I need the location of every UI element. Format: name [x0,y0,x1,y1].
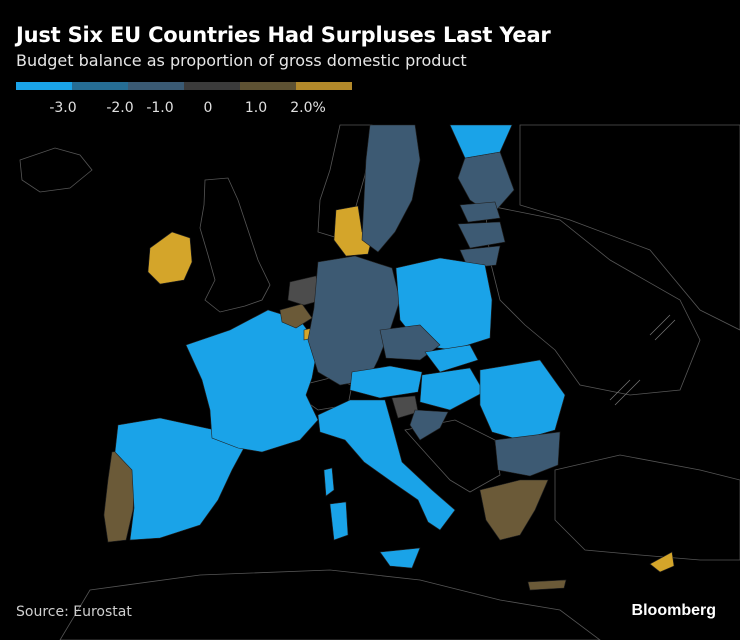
chart-subtitle: Budget balance as proportion of gross do… [16,51,467,70]
ireland [147,231,193,285]
estonia [459,201,501,223]
legend-tick: 0 [203,100,213,116]
legend-swatch-4 [184,82,240,90]
italy [317,399,456,531]
legend-tick: -1.0 [146,100,174,116]
bulgaria [494,431,561,477]
great-britain [199,177,271,313]
legend-swatch-3 [128,82,184,90]
russia-east [519,124,740,331]
balkans [404,419,501,493]
corsica [323,467,335,497]
ukraine-belarus [484,204,701,396]
bloomberg-logo: Bloomberg [631,602,716,619]
legend-swatch-2 [72,82,128,90]
legend-tick: 1.0 [244,100,268,116]
color-legend: -3.0 -2.0 -1.0 0 1.0 2.0% [16,82,356,116]
cyprus [649,551,675,573]
turkey [554,454,740,561]
iceland [19,147,93,193]
legend-tick: -3.0 [49,100,77,116]
legend-swatch-6 [296,82,352,90]
source-note: Source: Eurostat [16,604,132,620]
hungary [419,367,485,411]
netherlands [287,275,323,306]
latvia [457,221,506,249]
france [185,309,319,453]
austria [349,365,423,399]
legend-color-bar [16,82,356,90]
crete [527,579,567,591]
legend-swatch-5 [240,82,296,90]
croatia [409,409,449,441]
sicily [379,547,421,569]
finland-north [449,124,513,159]
slovakia [424,344,479,373]
legend-ticks: -3.0 -2.0 -1.0 0 1.0 2.0% [16,90,356,116]
sardinia [329,501,349,541]
chart-title: Just Six EU Countries Had Surpluses Last… [16,23,551,47]
romania [479,359,566,441]
sweden [361,124,421,253]
legend-swatch-1 [16,82,72,90]
legend-tick: 2.0% [290,100,326,116]
greece [479,479,549,541]
belgium [279,303,313,329]
north-africa [59,569,601,640]
legend-tick: -2.0 [106,100,134,116]
germany [307,255,401,386]
